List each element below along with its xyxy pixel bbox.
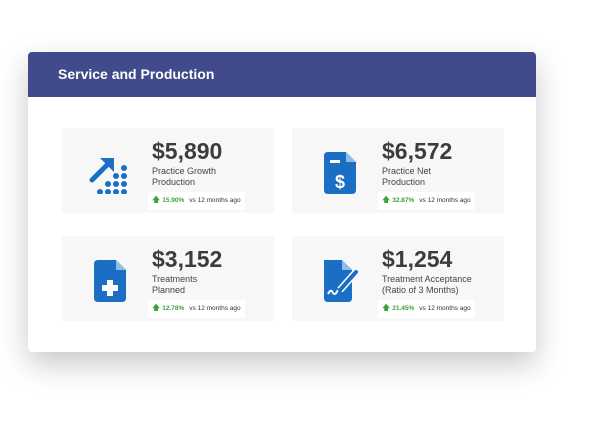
metric-change: 🡅 21.45% vs 12 months ago (378, 300, 475, 318)
metric-value: $6,572 (382, 138, 453, 164)
arrow-up-icon: 🡅 (152, 303, 161, 312)
metric-label: Treatment Acceptance (Ratio of 3 Months) (382, 274, 472, 295)
metric-change: 🡅 12.78% vs 12 months ago (148, 300, 245, 318)
svg-text:$: $ (335, 172, 345, 192)
metric-value: $5,890 (152, 138, 223, 164)
signed-document-icon (324, 260, 359, 302)
metric-tile-growth: $5,890 Practice Growth Production 🡅 15.90… (62, 128, 274, 213)
metric-label: Practice Net Production (382, 166, 432, 187)
metric-label: Treatments Planned (152, 274, 198, 295)
arrow-up-icon: 🡅 (382, 303, 391, 312)
metric-value: $1,254 (382, 246, 453, 272)
metric-label: Practice Growth Production (152, 166, 217, 187)
metric-tile-acceptance: $1,254 Treatment Acceptance (Ratio of 3 … (292, 236, 504, 321)
service-production-card: Service and Production $5,890 Practice G… (28, 52, 536, 352)
card-title: Service and Production (28, 52, 536, 97)
arrow-up-icon: 🡅 (382, 195, 391, 204)
metric-value: $3,152 (152, 246, 223, 272)
metric-change: 🡅 15.90% vs 12 months ago (148, 192, 245, 210)
growth-chart-icon (89, 158, 127, 194)
invoice-dollar-icon: $ (324, 152, 356, 194)
medical-document-icon (94, 260, 126, 302)
metric-change: 🡅 32.87% vs 12 months ago (378, 192, 475, 210)
metric-tile-planned: $3,152 Treatments Planned 🡅 12.78% vs 12 m… (62, 236, 274, 321)
arrow-up-icon: 🡅 (152, 195, 161, 204)
metric-tile-net: $ $6,572 Practice Net Production 🡅 32.87%… (292, 128, 504, 213)
